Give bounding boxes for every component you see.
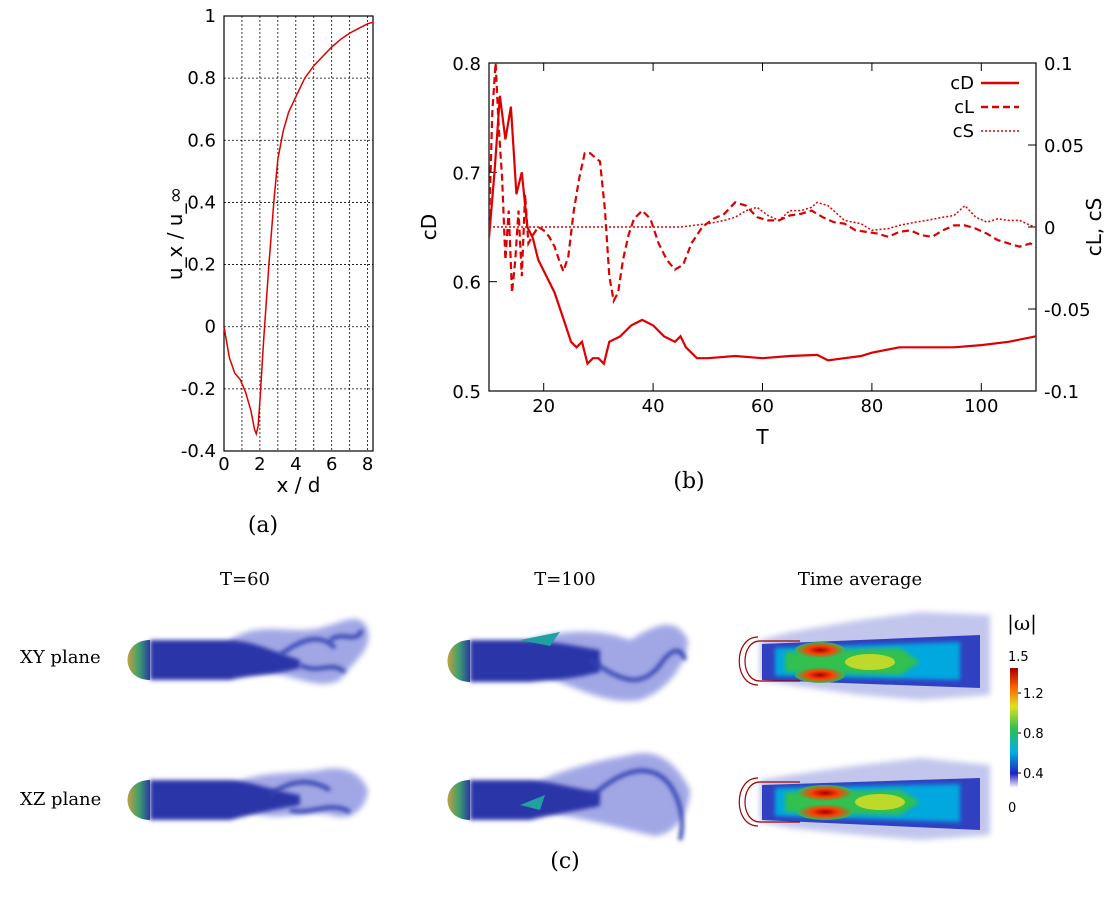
- wake-render-t100-xy: [447, 624, 688, 701]
- x-tick-label: 40: [642, 396, 665, 417]
- y-tick-label: -0.2: [181, 379, 216, 400]
- colorbar-gradient: [1010, 668, 1018, 788]
- y-tick-label: 0.4: [187, 192, 216, 213]
- x-tick-label: 2: [254, 454, 265, 475]
- y-tick-label: 0.5: [452, 382, 481, 403]
- colorbar-max-label: 1.5: [1008, 650, 1029, 665]
- y-axis-label: cD: [417, 214, 441, 240]
- x-tick-label: 20: [532, 396, 555, 417]
- caption-c: (c): [550, 849, 580, 874]
- x-axis-label: x / d: [277, 473, 321, 497]
- y-tick-label: 0.6: [187, 130, 216, 151]
- x-tick-label: 6: [326, 454, 337, 475]
- y-tick-label: 0.8: [452, 54, 481, 75]
- caption-a: (a): [248, 513, 278, 538]
- x-tick-label: 80: [860, 396, 883, 417]
- colorbar-tick-0.4: 0.4: [1023, 767, 1044, 782]
- x-axis-label: T: [755, 425, 769, 449]
- y-tick-label: 0.7: [452, 163, 481, 184]
- velocity-profile-chart: -0.4 -0.2 0 0.2 0.4 0.6 0.8 1 0 2 4 6 8 x / d u_x / u_…: [163, 6, 374, 497]
- y-tick-label: 0.8: [187, 68, 216, 89]
- y-tick-label: 0: [205, 317, 216, 338]
- legend-label-cl: cL: [954, 97, 974, 118]
- legend-label-cd: cD: [950, 73, 974, 94]
- column-title-time-average: Time average: [798, 569, 922, 590]
- y-right-tick-label: 0.05: [1044, 136, 1084, 157]
- column-title-t100: T=100: [534, 569, 595, 590]
- colorbar-tick-1.2: 1.2: [1023, 687, 1044, 702]
- x-tick-label: 4: [290, 454, 301, 475]
- x-tick-label: 0: [218, 454, 229, 475]
- y-right-axis-label: cL, cS: [1082, 198, 1106, 257]
- x-tick-label: 100: [964, 396, 998, 417]
- series-line-ux: [223, 21, 374, 437]
- y-tick-label: 1: [205, 6, 216, 27]
- y-right-tick-label: -0.1: [1044, 382, 1079, 403]
- series-line-cl: [489, 63, 1036, 305]
- colorbar-tick-0.8: 0.8: [1023, 727, 1044, 742]
- force-coefficients-chart: 20 40 60 80 100 0.5 0.6 0.7 0.8 -0.1 -0.05 0 0.05 0.1…: [417, 54, 1106, 449]
- wake-render-average-xz: [738, 758, 990, 840]
- y-right-tick-label: 0: [1044, 218, 1055, 239]
- x-tick-label: 8: [362, 454, 373, 475]
- caption-b: (b): [673, 469, 704, 494]
- plot-frame: [223, 15, 374, 452]
- y-axis-label: u_x / u_∞: [163, 187, 187, 280]
- y-tick-label: -0.4: [181, 441, 216, 462]
- colorbar-min-label: 0: [1008, 801, 1016, 816]
- x-tick-label: 60: [751, 396, 774, 417]
- y-tick-label: 0.2: [187, 255, 216, 276]
- wake-render-t60-xy: [127, 618, 369, 684]
- row-label-xy: XY plane: [20, 647, 101, 668]
- vorticity-panel: T=60 T=100 Time average XY plane XZ plan…: [20, 569, 1044, 874]
- row-label-xz: XZ plane: [20, 789, 101, 810]
- y-tick-label: 0.6: [452, 273, 481, 294]
- wake-render-average-xy: [738, 612, 990, 700]
- colorbar: |ω| 1.5 1.2 0.8 0.4 0: [1007, 611, 1044, 816]
- wake-render-t60-xz: [127, 768, 368, 820]
- colorbar-title: |ω|: [1007, 611, 1037, 636]
- y-right-tick-label: -0.05: [1044, 300, 1091, 321]
- y-right-tick-label: 0.1: [1044, 54, 1073, 75]
- series-line-cd: [489, 95, 1036, 366]
- column-title-t60: T=60: [220, 569, 270, 590]
- legend-label-cs: cS: [953, 121, 974, 142]
- wake-render-t100-xz: [447, 753, 690, 841]
